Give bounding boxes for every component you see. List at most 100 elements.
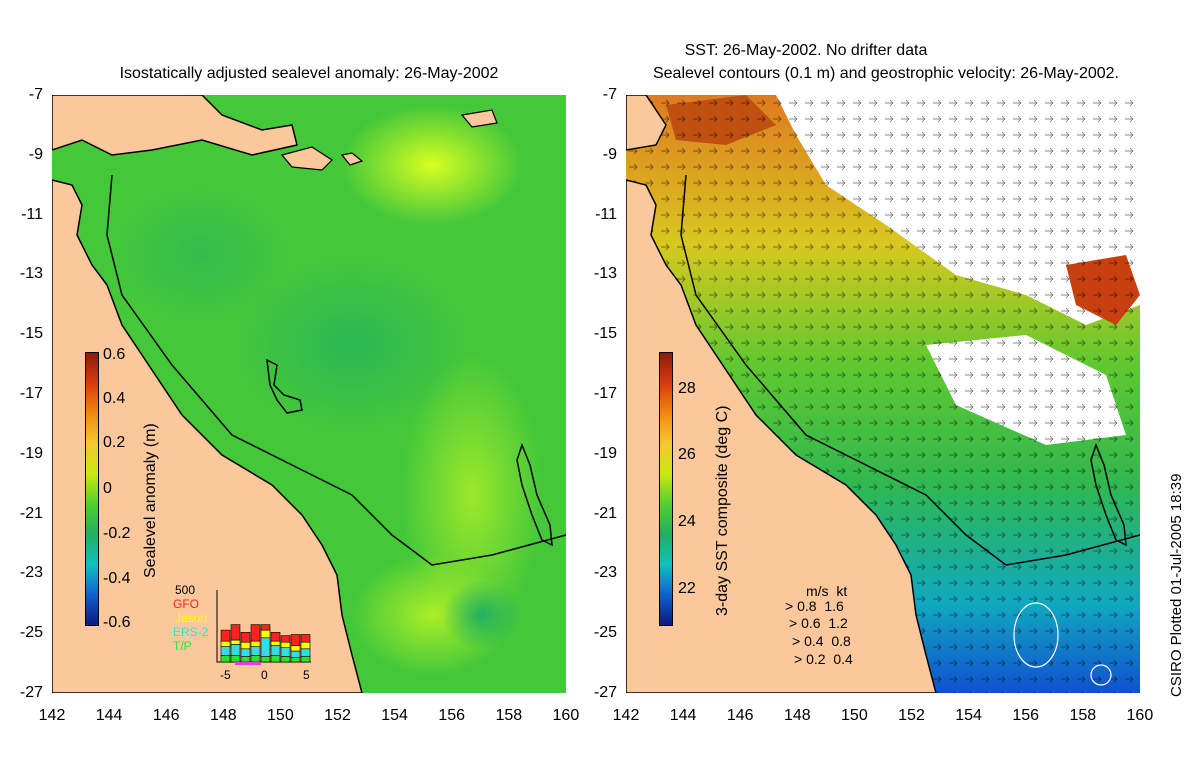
x-axis-tick: 152 — [898, 707, 925, 724]
y-axis-tick: -27 — [593, 684, 617, 701]
histogram-bar-tp — [230, 655, 241, 663]
x-axis-tick: 152 — [324, 707, 351, 724]
y-axis-tick: -9 — [602, 145, 617, 163]
x-axis-tick: 142 — [612, 707, 640, 724]
sealevel-anomaly-map — [51, 94, 567, 694]
plot-credit: CSIRO Plotted 01-Jul-2005 18:39 — [1168, 473, 1185, 697]
velocity-legend-header: m/s kt — [806, 583, 848, 599]
histogram-bar-gfo — [300, 634, 311, 643]
x-axis-tick: 154 — [381, 707, 408, 724]
histogram-bar-gfo — [270, 631, 281, 642]
histogram-count-label: 500 — [175, 583, 196, 597]
altimeter-histogram — [216, 590, 311, 665]
island — [280, 146, 333, 171]
right-colorbar — [659, 352, 673, 626]
reef-outline — [516, 442, 553, 547]
y-axis-tick: -15 — [19, 325, 43, 343]
left-colorbar-tick: 0.4 — [103, 390, 126, 407]
histogram-bar-gfo — [240, 631, 251, 643]
histogram-bar-ers — [300, 648, 311, 657]
sealevel-contour — [1090, 664, 1112, 686]
histogram-bar-ers — [220, 646, 231, 656]
x-axis-tick: 148 — [783, 707, 811, 724]
y-axis-tick: -13 — [19, 265, 43, 283]
histogram-bar-tp — [240, 656, 251, 663]
sst-map — [625, 94, 1141, 694]
x-axis-tick: 146 — [726, 707, 754, 724]
x-axis-tick: 160 — [1126, 707, 1154, 724]
y-axis-tick: -21 — [593, 504, 617, 522]
y-axis-tick: -17 — [593, 385, 617, 402]
histogram-bar-tp — [270, 655, 281, 663]
x-axis-tick: 144 — [95, 707, 123, 724]
histogram-bar-tp — [260, 656, 271, 663]
histogram-bar-ers — [260, 637, 271, 657]
histogram-mission-ers2: ERS-2 — [173, 625, 209, 639]
australia-land — [51, 179, 363, 694]
right-colorbar-tick: 26 — [678, 446, 696, 463]
histogram-mission-gfo: GFO — [173, 597, 199, 611]
arrow-glyph-icon: > — [794, 651, 807, 667]
histogram-bar-gfo — [230, 624, 241, 641]
reef-outline — [1090, 442, 1127, 547]
left-panel-title: Isostatically adjusted sealevel anomaly:… — [119, 65, 499, 82]
y-axis-tick: -21 — [19, 504, 43, 522]
y-axis-tick: -19 — [593, 444, 617, 462]
y-axis-tick: -23 — [19, 564, 43, 582]
x-axis-tick: 150 — [841, 707, 868, 724]
histogram-bar-tp — [300, 656, 311, 663]
left-colorbar-tick: -0.4 — [103, 570, 131, 587]
left-colorbar — [85, 352, 99, 626]
x-axis-tick: 148 — [209, 707, 237, 724]
histogram-bar-jason — [230, 639, 241, 645]
histogram-bar-gfo — [290, 634, 301, 646]
right-panel-title-line1: SST: 26-May-2002. No drifter data — [684, 42, 928, 59]
histogram-bar-jason — [270, 640, 281, 646]
y-axis-tick: -17 — [19, 385, 43, 402]
histogram-bar-tp — [280, 656, 291, 663]
x-axis-tick: 158 — [1069, 707, 1097, 724]
y-axis-tick: -15 — [593, 325, 617, 343]
histogram-bar-tp — [220, 655, 231, 663]
shelf-contour — [106, 174, 567, 566]
right-colorbar-tick: 22 — [678, 580, 696, 597]
x-axis-tick: 156 — [1012, 707, 1040, 724]
histogram-bar-jason — [260, 629, 271, 639]
velocity-legend-row: > 0.6 1.2 — [789, 615, 848, 631]
histogram-x-tick: 5 — [303, 668, 310, 682]
left-colorbar-tick: -0.6 — [103, 614, 131, 631]
y-axis-tick: -9 — [28, 145, 43, 163]
arrow-glyph-icon: > — [789, 615, 802, 631]
histogram-bar-jason — [250, 640, 261, 647]
histogram-bar-ers — [290, 650, 301, 658]
left-colorbar-tick: -0.2 — [103, 525, 131, 542]
y-axis-tick: -11 — [21, 205, 43, 223]
histogram-bar-tp — [290, 657, 301, 663]
x-axis-tick: 144 — [669, 707, 697, 724]
histogram-bar-jason — [300, 641, 311, 650]
y-axis-tick: -23 — [593, 564, 617, 582]
shelf-contour — [680, 174, 1141, 566]
x-axis-tick: 158 — [495, 707, 523, 724]
right-colorbar-tick: 24 — [678, 513, 696, 530]
y-axis-tick: -7 — [28, 86, 43, 103]
velocity-legend-row: > 0.2 0.4 — [794, 651, 853, 667]
x-axis-tick: 146 — [152, 707, 180, 724]
y-axis-tick: -25 — [19, 624, 43, 642]
arrow-glyph-icon: > — [785, 598, 798, 614]
y-axis-tick: -11 — [595, 205, 617, 223]
histogram-bar-gfo — [220, 629, 231, 642]
histogram-bar-ers — [230, 644, 241, 656]
histogram-mission-jason: Jason — [175, 611, 208, 625]
histogram-x-tick: 0 — [261, 668, 268, 682]
histogram-bar-ers — [280, 647, 291, 657]
left-map — [51, 94, 567, 694]
reef-outline — [266, 358, 303, 414]
velocity-legend-row: > 0.8 1.6 — [785, 598, 844, 614]
right-colorbar-label: 3-day SST composite (deg C) — [714, 405, 731, 616]
histogram-bar-jason — [240, 641, 251, 650]
histogram-bar-ers — [270, 645, 281, 656]
histogram-bar-jason — [220, 640, 231, 647]
right-panel-title-line2: Sealevel contours (0.1 m) and geostrophi… — [652, 65, 1119, 82]
histogram-bar-gfo — [250, 624, 261, 642]
